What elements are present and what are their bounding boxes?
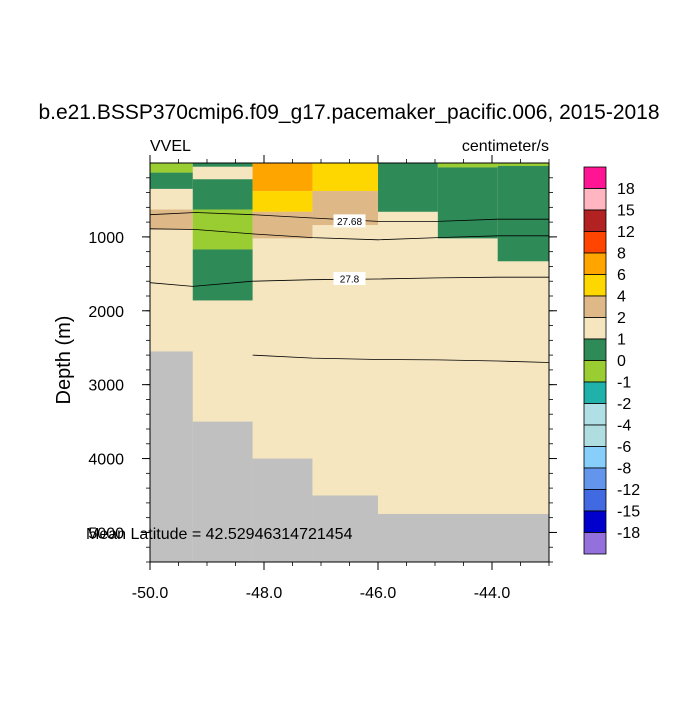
colorbar-label-13: -8 [617, 461, 631, 478]
y-tick-label-2: 3000 [88, 378, 124, 395]
contour-label-0: 27.68 [337, 217, 362, 228]
colorbar-swatch-11 [583, 403, 607, 426]
density-contour-3 [252, 354, 550, 363]
colorbar-swatch-6 [583, 295, 607, 318]
velocity-cell-2 [150, 209, 193, 230]
y-tick-label-1: 2000 [88, 304, 124, 321]
colorbar-label-8: 0 [617, 353, 626, 370]
chart-title: b.e21.BSSP370cmip6.f09_g17.pacemaker_pac… [38, 101, 659, 124]
velocity-cell-16 [497, 165, 549, 262]
velocity-cell-13 [437, 163, 498, 168]
colorbar-label-14: -12 [617, 482, 640, 499]
land-cell-4 [378, 513, 549, 562]
colorbar-swatch-13 [583, 446, 607, 469]
x-tick-label-2: -46.0 [360, 585, 397, 602]
colorbar-swatch-10 [583, 381, 607, 404]
velocity-cell-3 [192, 163, 253, 167]
contour-label-bg-0 [333, 214, 366, 228]
axes: -50.0 -48.0 -46.0 -44.0 1000 2000 3000 4000 5000 [88, 155, 557, 602]
land-cell-3 [312, 495, 378, 562]
velocity-cell-8 [252, 191, 313, 212]
units-label: centimeter/s [462, 138, 549, 155]
colorbar-swatch-9 [583, 360, 607, 383]
x-tick-label-1: -48.0 [246, 585, 283, 602]
velocity-cell-6 [192, 249, 253, 301]
land-cell-1 [192, 421, 253, 562]
colorbar-swatch-8 [583, 338, 607, 361]
y-axis-label: Depth (m) [53, 316, 75, 405]
colorbar-swatch-3 [583, 231, 607, 254]
colorbar-swatch-4 [583, 252, 607, 275]
colorbar-swatch-2 [583, 209, 607, 232]
velocity-cell-5 [192, 209, 253, 250]
contour-label-bg-2 [333, 272, 366, 286]
velocity-cell-15 [497, 163, 549, 166]
colorbar-label-1: 15 [617, 203, 635, 220]
colorbar-swatch-17 [583, 532, 607, 555]
colorbar-label-16: -18 [617, 525, 640, 542]
velocity-cell-0 [150, 163, 193, 173]
contour-label-2: 27.8 [340, 275, 360, 286]
colorbar-label-11: -4 [617, 418, 631, 435]
colorbar-swatch-12 [583, 424, 607, 447]
velocity-cell-12 [378, 163, 438, 212]
colorbar-label-4: 6 [617, 267, 626, 284]
mean-latitude-annotation: Mean Latitude = 42.52946314721454 [86, 526, 353, 543]
velocity-cell-1 [150, 172, 193, 189]
colorbar-label-0: 18 [617, 181, 635, 198]
colorbar-label-3: 8 [617, 246, 626, 263]
colorbar-label-5: 4 [617, 289, 626, 306]
colorbar-label-15: -15 [617, 504, 640, 521]
colorbar-label-12: -6 [617, 439, 631, 456]
colorbar-swatch-7 [583, 317, 607, 340]
colorbar-label-2: 12 [617, 224, 635, 241]
colorbar-swatch-1 [583, 188, 607, 211]
plot-area: 27.68 27.8 [149, 163, 550, 562]
velocity-cell-10 [312, 163, 378, 192]
velocity-cell-14 [437, 167, 498, 239]
colorbar-swatch-16 [583, 510, 607, 533]
colorbar: 18 15 12 8 6 4 2 1 0 -1 -2 -4 -6 -8 -12 -15 -18 [583, 166, 640, 555]
colorbar-label-10: -2 [617, 396, 631, 413]
colorbar-swatch-15 [583, 489, 607, 512]
y-tick-label-4: 5000 [88, 525, 124, 542]
colorbar-label-7: 1 [617, 332, 626, 349]
y-tick-label-0: 1000 [88, 230, 124, 247]
velocity-cell-7 [252, 163, 313, 192]
x-tick-label-0: -50.0 [132, 585, 169, 602]
land-cell-2 [252, 458, 313, 562]
colorbar-label-9: -1 [617, 375, 631, 392]
y-tick-label-3: 4000 [88, 452, 124, 469]
density-contour-1 [149, 228, 549, 241]
variable-label: VVEL [150, 138, 191, 155]
velocity-cell-4 [192, 179, 253, 210]
colorbar-swatch-14 [583, 467, 607, 490]
colorbar-label-6: 2 [617, 310, 626, 327]
colorbar-swatch-0 [583, 166, 607, 189]
colorbar-swatch-5 [583, 274, 607, 297]
land-cell-0 [150, 351, 193, 562]
x-tick-label-3: -44.0 [474, 585, 511, 602]
